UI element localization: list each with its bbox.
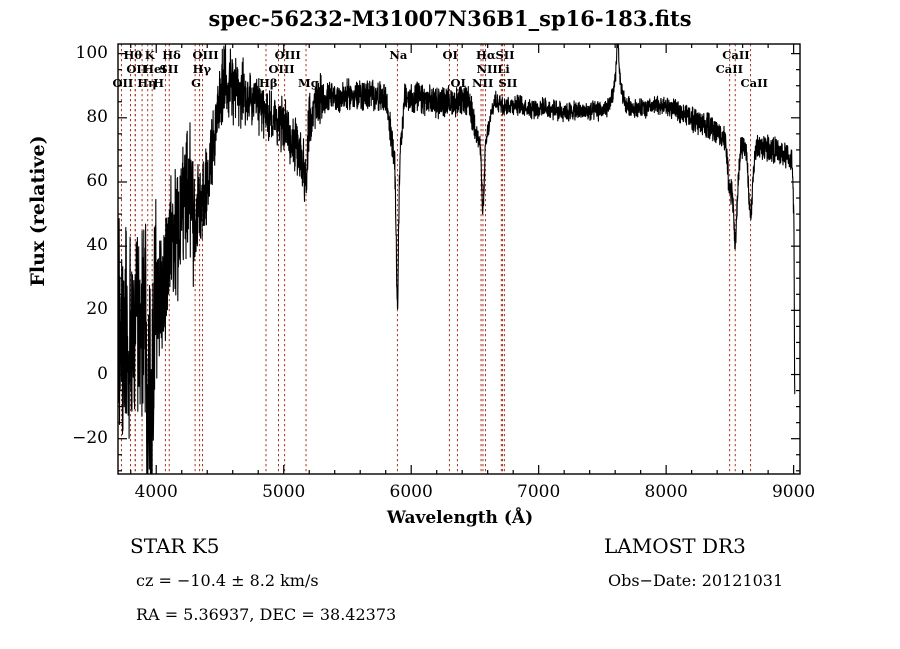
- y-tick-label: 40: [86, 235, 108, 256]
- y-axis-label: Flux (relative): [27, 135, 49, 287]
- spectral-line-label: Li: [497, 62, 510, 76]
- spectral-line-label: OI: [450, 76, 466, 90]
- spectral-line-label: Hβ: [259, 76, 278, 90]
- axis-frame: [117, 43, 801, 475]
- spectral-line-label: CaII: [715, 62, 743, 76]
- survey-release-text: LAMOST DR3: [604, 534, 746, 558]
- spectral-line-label: Hη: [137, 76, 157, 90]
- spectral-line-label: Hγ: [192, 62, 212, 76]
- y-tick-label: 0: [97, 363, 108, 384]
- y-tick-label: 100: [75, 42, 108, 63]
- y-tick-label: 60: [86, 170, 108, 191]
- spectral-line-label: G: [191, 76, 201, 90]
- spectral-line-label: K: [144, 48, 155, 62]
- y-tick-label: 80: [86, 106, 108, 127]
- spectral-line-label: SII: [498, 76, 518, 90]
- x-axis-label: Wavelength (Å): [386, 508, 534, 528]
- spectral-line-label: Hδ: [162, 48, 181, 62]
- spectral-line-label: OIII: [192, 48, 219, 62]
- spectral-line-label: OII: [112, 76, 134, 90]
- spectral-line-label: Mg: [298, 76, 319, 90]
- spectral-line-label: OIII: [274, 48, 301, 62]
- x-tick-label: 9000: [771, 482, 816, 502]
- y-tick-label: 20: [86, 299, 108, 320]
- x-tick-label: 5000: [262, 482, 306, 502]
- x-tick-label: 7000: [517, 482, 561, 502]
- observation-date-text: Obs−Date: 20121031: [608, 571, 784, 590]
- spectral-line-label: Hθ: [123, 48, 143, 62]
- spectral-line-label: Na: [389, 48, 408, 62]
- spectral-line-label: Hα: [475, 48, 496, 62]
- x-tick-label: 8000: [644, 482, 688, 502]
- x-tick-label: 4000: [134, 482, 178, 502]
- spectral-line-label: CaII: [740, 76, 768, 90]
- object-class-text: STAR K5: [130, 534, 220, 558]
- spectrum-trace: [118, 44, 796, 474]
- spectral-line-label: CaII: [722, 48, 750, 62]
- x-tick-label: 6000: [389, 482, 433, 502]
- spectral-line-label: H: [153, 76, 165, 90]
- spectral-line-label: SII: [495, 48, 515, 62]
- spectral-line-label: SII: [159, 62, 179, 76]
- coordinates-text: RA = 5.36937, DEC = 38.42373: [136, 605, 397, 624]
- spectral-line-label: OII: [126, 62, 148, 76]
- spectral-line-label: OIII: [268, 62, 295, 76]
- figure-title: spec-56232-M31007N36B1_sp16-183.fits: [208, 6, 692, 31]
- spectral-line-label: NII: [472, 76, 494, 90]
- spectral-line-label: NII: [476, 62, 498, 76]
- spectral-line-label: HeI: [143, 62, 167, 76]
- y-tick-label: −20: [72, 427, 108, 448]
- spectral-line-label: OI: [442, 48, 458, 62]
- redshift-velocity-text: cz = −10.4 ± 8.2 km/s: [136, 571, 319, 590]
